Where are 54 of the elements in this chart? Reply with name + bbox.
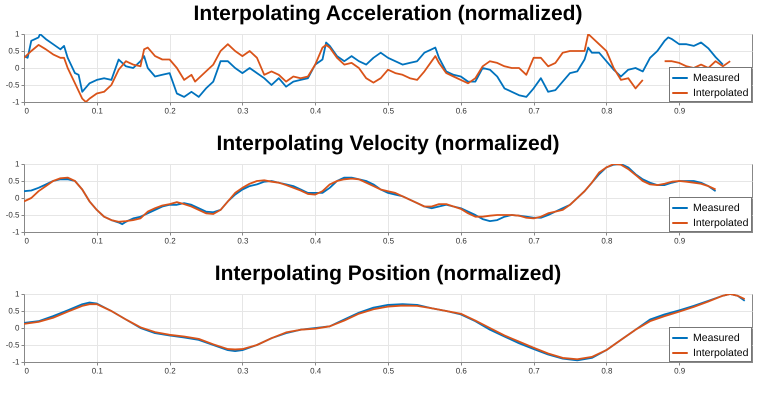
x-tick-label: 0.2 — [164, 106, 176, 116]
x-tick-label: 0 — [24, 236, 30, 246]
x-tick-label: 0.6 — [456, 236, 468, 246]
x-tick-label: 0.5 — [382, 366, 395, 376]
legend-label: Interpolated — [693, 347, 749, 359]
x-tick-label: 0.4 — [310, 236, 322, 246]
legend-label: Interpolated — [693, 87, 749, 99]
y-tick-label: 0 — [15, 64, 20, 72]
x-tick-label: 0.6 — [456, 366, 468, 376]
x-tick-label: 0.3 — [237, 366, 250, 376]
x-tick-label: 0.2 — [164, 366, 176, 376]
legend-label: Measured — [693, 332, 740, 344]
y-tick-label: 1 — [15, 30, 20, 38]
legend-label: Interpolated — [693, 217, 749, 229]
y-tick-label: -0.5 — [6, 210, 20, 220]
chart-title: Interpolating Position (normalized) — [214, 262, 562, 285]
x-tick-label: 0.1 — [92, 236, 104, 246]
chart-title: Interpolating Acceleration (normalized) — [194, 2, 582, 25]
chart-title: Interpolating Velocity (normalized) — [216, 132, 560, 155]
y-tick-label: 0 — [15, 194, 20, 202]
y-tick-label: -0.5 — [6, 80, 20, 90]
y-tick-label: 0.5 — [8, 176, 20, 186]
x-tick-label: 0 — [24, 106, 30, 116]
legend-label: Measured — [693, 202, 740, 214]
y-tick-label: 0 — [15, 324, 20, 332]
x-tick-label: 0.3 — [237, 106, 250, 116]
x-tick-label: 0.3 — [237, 236, 250, 246]
x-tick-label: 0.1 — [92, 106, 104, 116]
x-tick-label: 0.9 — [674, 106, 686, 116]
x-tick-label: 0.4 — [310, 106, 322, 116]
x-tick-label: 0.9 — [674, 236, 686, 246]
y-tick-label: 0.5 — [8, 46, 20, 56]
y-tick-label: -0.5 — [6, 340, 20, 350]
x-tick-label: 0.8 — [601, 236, 614, 246]
x-tick-label: 0.5 — [382, 236, 395, 246]
x-tick-label: 0.2 — [164, 236, 176, 246]
x-tick-label: 0.4 — [310, 366, 322, 376]
x-tick-label: 0.7 — [528, 236, 540, 246]
legend-label: Measured — [693, 72, 740, 84]
x-tick-label: 0.1 — [92, 366, 104, 376]
y-tick-label: -1 — [12, 358, 20, 366]
x-tick-label: 0.7 — [528, 106, 540, 116]
x-tick-label: 0 — [24, 366, 30, 376]
x-tick-label: 0.7 — [528, 366, 540, 376]
y-tick-label: -1 — [12, 228, 20, 236]
x-tick-label: 0.5 — [382, 106, 395, 116]
x-tick-label: 0.8 — [601, 366, 614, 376]
x-tick-label: 0.8 — [601, 106, 614, 116]
x-tick-label: 0.6 — [456, 106, 468, 116]
x-tick-label: 0.9 — [674, 366, 686, 376]
y-tick-label: 1 — [15, 160, 20, 168]
y-tick-label: -1 — [12, 98, 20, 106]
y-tick-label: 1 — [15, 290, 20, 298]
y-tick-label: 0.5 — [8, 306, 20, 316]
